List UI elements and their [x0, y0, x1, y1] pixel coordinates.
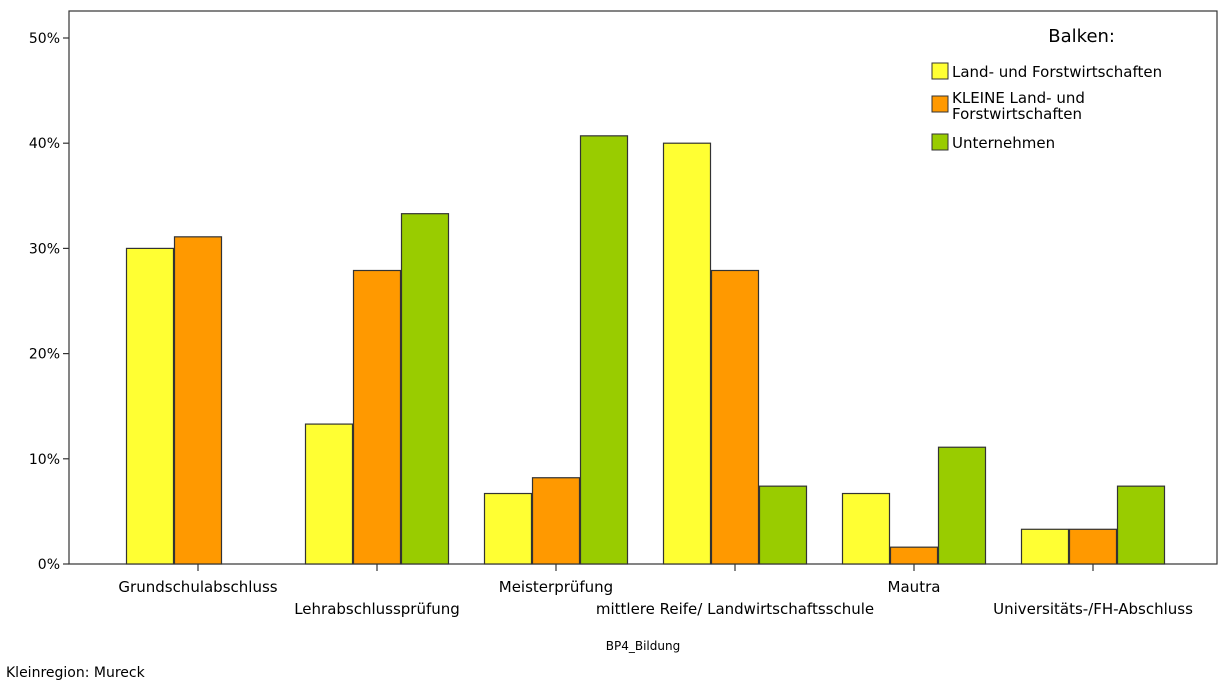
x-tick-label: mittlere Reife/ Landwirtschaftsschule [596, 600, 874, 618]
bar-1-cat-6 [1022, 529, 1069, 564]
bar-1-cat-3 [485, 494, 532, 564]
x-tick-label: Universitäts-/FH-Abschluss [993, 600, 1193, 618]
bar-1-cat-5 [843, 494, 890, 564]
bar-2-cat-1 [175, 237, 222, 564]
y-tick-label: 50% [29, 31, 60, 47]
y-axis: 0% 10% 20% 30% 40% 50% [29, 31, 69, 573]
footer-note: Kleinregion: Mureck [6, 665, 145, 681]
bar-3-cat-3 [581, 136, 628, 564]
legend-swatch-3 [932, 134, 948, 150]
x-axis: Grundschulabschluss Lehrabschlussprüfung M… [118, 564, 1193, 618]
y-tick-label: 10% [29, 452, 60, 468]
bar-3-cat-4 [760, 486, 807, 564]
y-tick-label: 20% [29, 347, 60, 363]
bar-2-cat-6 [1070, 529, 1117, 564]
bar-3-cat-6 [1118, 486, 1165, 564]
legend-label-2: Forstwirtschaften [952, 105, 1082, 123]
x-tick-label: Grundschulabschluss [118, 578, 277, 596]
legend-swatch-2 [932, 96, 948, 112]
bar-2-cat-3 [533, 478, 580, 564]
bar-1-cat-2 [306, 424, 353, 564]
legend-title: Balken: [1048, 26, 1115, 47]
x-axis-title: BP4_Bildung [606, 639, 680, 653]
bar-2-cat-5 [891, 547, 938, 564]
legend-label-3: Unternehmen [952, 134, 1055, 152]
bar-2-cat-4 [712, 270, 759, 564]
x-tick-label: Mautra [888, 578, 941, 596]
y-tick-label: 30% [29, 241, 60, 257]
bar-3-cat-2 [402, 214, 449, 564]
x-tick-label: Meisterprüfung [499, 578, 613, 596]
y-tick-label: 40% [29, 136, 60, 152]
x-tick-label: Lehrabschlussprüfung [294, 600, 460, 618]
bar-1-cat-1 [127, 248, 174, 564]
y-tick-label: 0% [38, 557, 60, 573]
bar-2-cat-2 [354, 270, 401, 564]
legend-swatch-1 [932, 63, 948, 79]
legend-label-1: Land- und Forstwirtschaften [952, 63, 1162, 81]
bar-3-cat-5 [939, 447, 986, 564]
bar-1-cat-4 [664, 143, 711, 564]
